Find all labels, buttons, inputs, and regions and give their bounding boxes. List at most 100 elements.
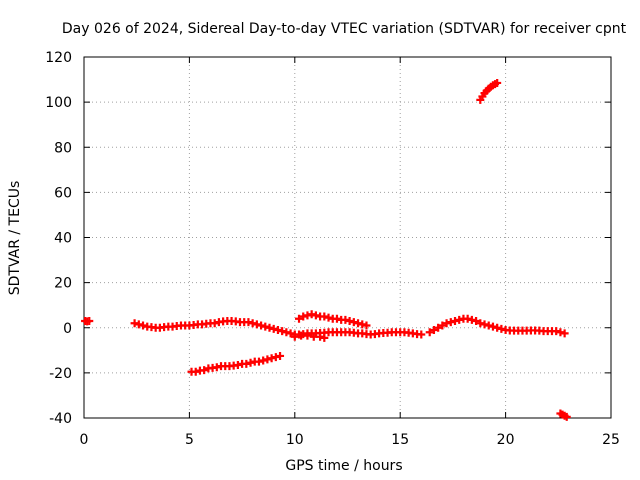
data-point	[265, 323, 274, 332]
series-main-band	[81, 314, 569, 339]
data-point	[269, 324, 278, 333]
data-point	[303, 311, 312, 320]
data-point	[311, 311, 320, 320]
data-point	[429, 326, 438, 335]
data-point	[362, 321, 371, 330]
series-dip-segment	[290, 331, 329, 342]
y-tick-label: 60	[54, 185, 72, 201]
data-point	[85, 316, 94, 325]
data-point	[324, 313, 333, 322]
y-tick-label: -20	[49, 366, 72, 382]
data-point	[345, 316, 354, 325]
series-lower-band	[187, 351, 285, 376]
data-point	[257, 321, 266, 330]
data-point	[282, 328, 291, 337]
x-tick-label: 0	[80, 432, 89, 448]
series-low-segment	[556, 409, 571, 421]
data-point	[446, 318, 455, 327]
y-tick-labels: -40 -20 0 20 40 60 80 100 120	[45, 50, 72, 427]
data-point	[341, 315, 350, 324]
data-point	[307, 310, 316, 319]
data-point	[267, 354, 276, 363]
data-point	[451, 316, 460, 325]
plot-frame	[83, 56, 612, 419]
data-point	[320, 333, 329, 342]
data-point	[286, 329, 295, 338]
x-tick-label: 25	[602, 432, 620, 448]
data-point	[252, 320, 261, 329]
data-point	[552, 327, 561, 336]
data-point	[480, 320, 489, 329]
data-point	[488, 322, 497, 331]
data-point	[332, 314, 341, 323]
data-point	[200, 366, 209, 375]
data-point	[463, 314, 472, 323]
data-point	[290, 332, 299, 341]
data-point	[261, 322, 270, 331]
data-point	[560, 329, 569, 338]
data-point	[417, 330, 426, 339]
data-point	[295, 314, 304, 323]
data-point	[134, 320, 143, 329]
data-point	[271, 353, 280, 362]
data-point	[299, 312, 308, 321]
data-point	[130, 319, 139, 328]
data-point	[493, 78, 502, 87]
data-point	[244, 318, 253, 327]
axis-ticks	[83, 56, 612, 419]
y-tick-label: 100	[45, 95, 72, 111]
data-point	[316, 332, 325, 341]
data-point	[562, 412, 571, 421]
data-point	[242, 359, 251, 368]
y-tick-label: 80	[54, 140, 72, 156]
data-point	[467, 315, 476, 324]
data-point	[276, 351, 285, 360]
data-point	[354, 319, 363, 328]
x-tick-label: 10	[286, 432, 304, 448]
data-point	[358, 320, 367, 329]
data-point	[273, 326, 282, 335]
data-point	[476, 319, 485, 328]
x-axis-label: GPS time / hours	[285, 458, 402, 474]
y-tick-label: 20	[54, 276, 72, 292]
data-point	[278, 327, 287, 336]
data-point	[497, 324, 506, 333]
data-point	[210, 319, 219, 328]
y-tick-label: 40	[54, 231, 72, 247]
data-point	[259, 356, 268, 365]
data-point	[303, 331, 312, 340]
data-point	[263, 355, 272, 364]
data-point	[556, 328, 565, 337]
data-points	[81, 78, 571, 421]
data-point	[425, 328, 434, 337]
y-tick-label: 0	[63, 321, 72, 337]
data-point	[246, 358, 255, 367]
data-point	[254, 357, 263, 366]
data-point	[233, 360, 242, 369]
data-point	[349, 318, 358, 327]
data-point	[493, 323, 502, 332]
x-tick-label: 20	[497, 432, 515, 448]
series-high-segment	[476, 78, 502, 104]
grid-lines	[84, 57, 611, 418]
data-point	[472, 316, 481, 325]
y-tick-label: -40	[49, 411, 72, 427]
data-point	[212, 363, 221, 372]
data-point	[320, 312, 329, 321]
x-tick-labels: 0 5 10 15 20 25	[80, 432, 620, 448]
chart-title: Day 026 of 2024, Sidereal Day-to-day VTE…	[62, 21, 627, 37]
series-upper-band	[295, 310, 371, 330]
data-point	[438, 321, 447, 330]
x-tick-label: 15	[391, 432, 409, 448]
data-point	[455, 315, 464, 324]
x-tick-label: 5	[185, 432, 194, 448]
data-point	[139, 321, 148, 330]
data-point	[191, 367, 200, 376]
data-point	[434, 323, 443, 332]
y-tick-label: 120	[45, 50, 72, 66]
data-point	[442, 319, 451, 328]
y-axis-label: SDTVAR / TECUs	[7, 181, 23, 296]
data-point	[484, 321, 493, 330]
data-point	[248, 319, 257, 328]
